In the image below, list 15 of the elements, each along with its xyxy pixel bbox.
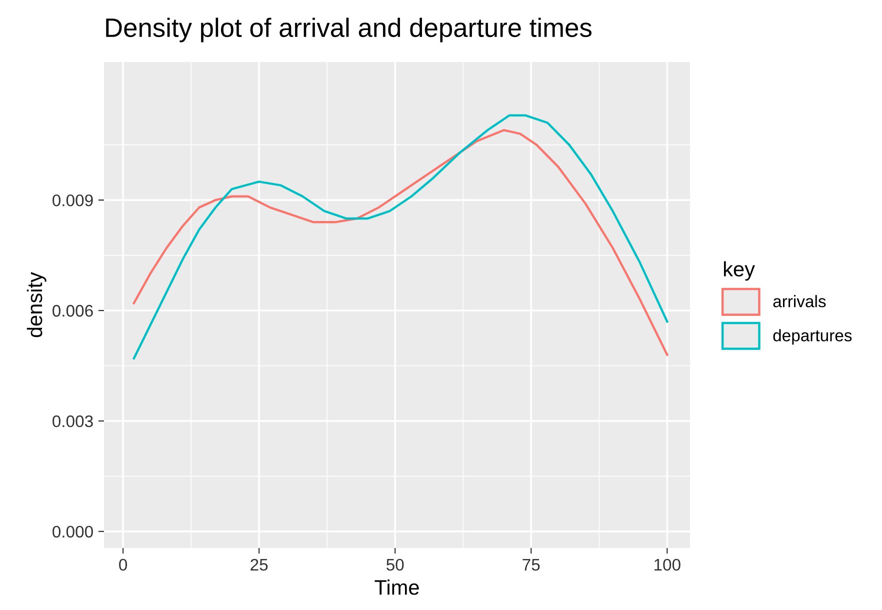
legend-title: key — [724, 261, 755, 281]
y-tick-label: 0.003 — [52, 415, 93, 428]
legend-label: arrivals — [773, 295, 826, 308]
x-tick-label: 25 — [250, 558, 268, 571]
legend-label: departures — [773, 329, 852, 345]
y-tick-label: 0.000 — [52, 526, 93, 538]
y-tick-label: 0.009 — [52, 194, 93, 206]
x-axis-title: Time — [374, 580, 419, 595]
x-tick-label: 75 — [522, 559, 540, 571]
y-tick-label: 0.006 — [52, 304, 93, 317]
x-tick-label: 50 — [386, 558, 404, 571]
y-axis-title: density — [26, 272, 46, 338]
x-tick-label: 0 — [119, 558, 128, 571]
x-tick-label: 100 — [654, 558, 680, 571]
chart-title: Density plot of arrival and departure times — [106, 18, 592, 42]
